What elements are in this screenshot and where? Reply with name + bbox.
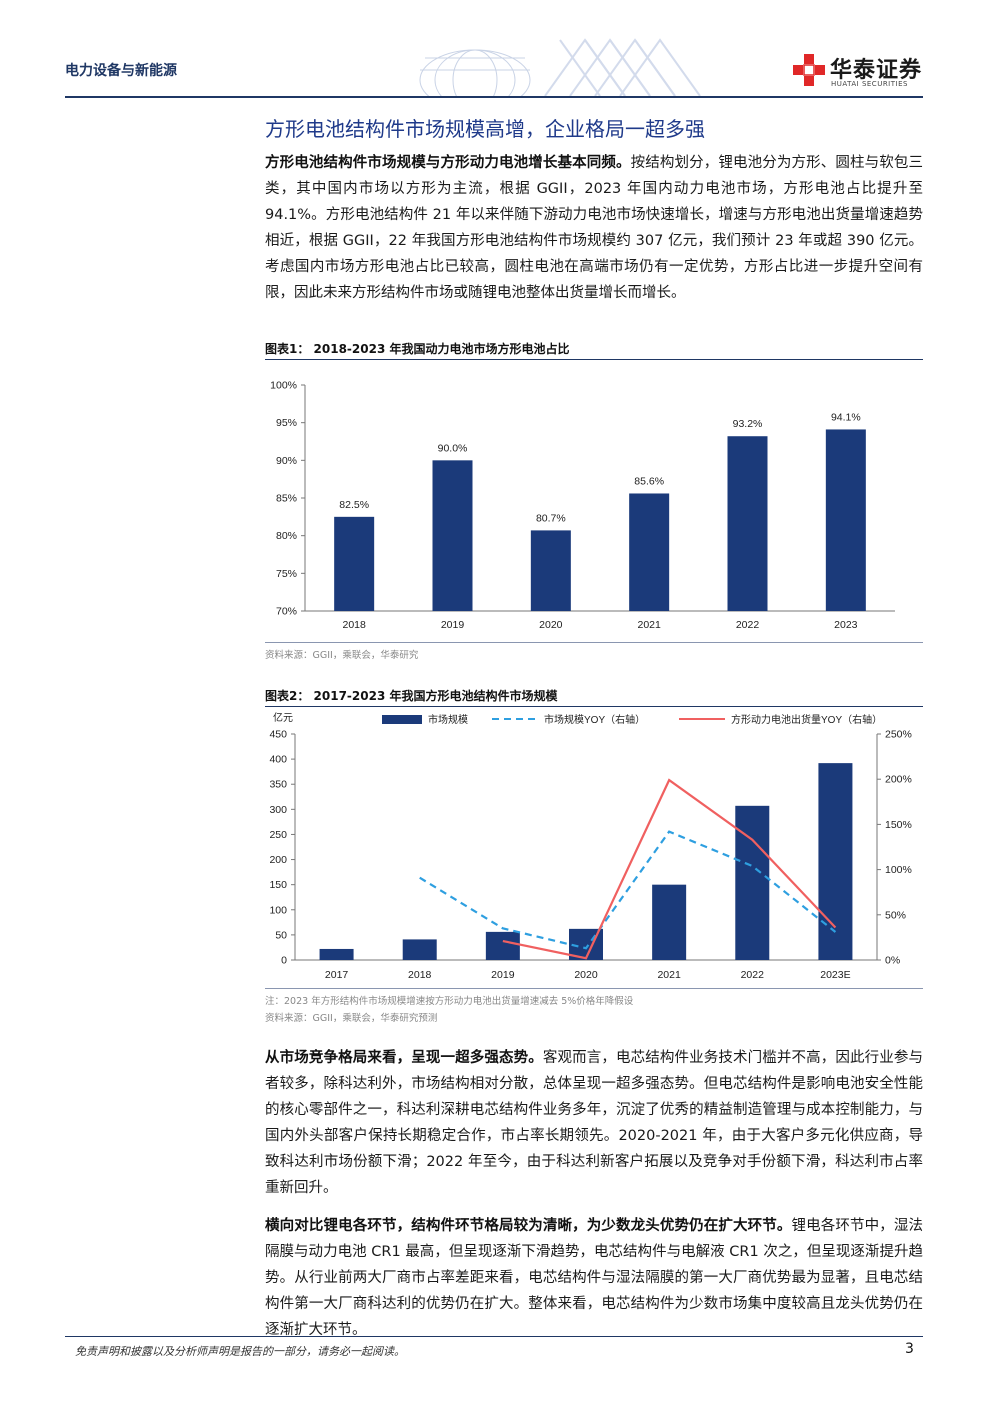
data-label: 85.6% [634,475,664,487]
page-number: 3 [905,1341,914,1357]
y-tick-label: 100% [270,380,297,392]
figure1-top-rule [265,359,923,360]
figure2-title: 图表2： 2017-2023 年我国方形电池结构件市场规模 [265,689,558,703]
bar [402,939,437,960]
paragraph-body: 锂电各环节中，湿法隔膜与动力电池 CR1 最高，但呈现逐渐下滑趋势，电芯结构件与… [265,1218,923,1338]
bar [530,530,571,611]
y2-tick-label: 50% [885,909,906,921]
legend-swatch [382,715,422,724]
paragraph-segment-comparison: 横向对比锂电各环节，结构件环节格局较为清晰，为少数龙头优势仍在扩大环节。锂电各环… [265,1213,923,1343]
section-title: 方形电池结构件市场规模高增，企业格局一超多强 [265,117,705,141]
data-label: 90.0% [438,442,468,454]
data-label: 94.1% [831,411,861,423]
legend-label: 市场规模 [428,713,468,726]
bar [652,884,687,960]
x-tick-label: 2021 [657,969,681,981]
y2-tick-label: 150% [885,819,912,831]
x-tick-label: 2020 [574,969,598,981]
legend-label: 方形动力电池出货量YOY（右轴） [731,713,882,726]
y2-tick-label: 250% [885,729,912,741]
paragraph-lead: 方形电池结构件市场规模与方形动力电池增长基本同频。 [265,155,631,171]
header-divider [65,96,923,98]
data-label: 80.7% [536,512,566,524]
battery-shipment-yoy-line [502,778,837,960]
header-decoration [419,38,701,96]
y-tick-label: 100 [269,904,287,916]
y2-tick-label: 100% [885,864,912,876]
figure1-title: 图表1： 2018-2023 年我国动力电池市场方形电池占比 [265,342,570,356]
x-tick-label: 2019 [491,969,515,981]
paragraph-market-size: 方形电池结构件市场规模与方形动力电池增长基本同频。按结构划分，锂电池分为方形、圆… [265,150,923,306]
paragraph-body: 按结构划分，锂电池分为方形、圆柱与软包三类，其中国内市场以方形为主流，根据 GG… [265,155,923,301]
bar [629,493,670,611]
y-tick-label: 80% [276,530,297,542]
figure1-source: 资料来源：GGII，乘联会，华泰研究 [265,650,419,661]
y-tick-label: 75% [276,568,297,580]
paragraph-lead: 横向对比锂电各环节，结构件环节格局较为清晰，为少数龙头优势仍在扩大环节。 [265,1218,792,1234]
bar [319,948,354,960]
figure2-bottom-rule [265,988,923,989]
figure1-chart: 70% 75% 80% 85% 90% 95% 100% 82.5% 2018 90.0% 2019… [270,380,895,631]
logo-chinese-name: 华泰证券 [830,58,923,83]
y-axis-unit-label: 亿元 [273,711,293,724]
bar [432,460,473,611]
y-tick-label: 95% [276,417,297,429]
figure1-bottom-rule [265,642,923,643]
y-tick-label: 250 [269,829,287,841]
x-tick-label: 2019 [441,619,465,631]
x-tick-label: 2017 [325,969,349,981]
x-tick-label: 2022 [741,969,765,981]
figure2-source: 资料来源：GGII，乘联会，华泰研究预测 [265,1013,438,1024]
footer-disclaimer: 免责声明和披露以及分析师声明是报告的一部分，请务必一起阅读。 [75,1345,405,1358]
figure2-note: 注：2023 年方形结构件市场规模增速按方形动力电池出货量增速减去 5%价格年降… [265,996,634,1007]
market-size-yoy-line [419,830,837,950]
huatai-logo-icon [793,54,825,86]
huatai-logo: 华泰证券 HUATAI SECURITIES [793,52,928,92]
y-tick-label: 400 [269,754,287,766]
x-tick-label: 2023 [834,619,858,631]
x-tick-label: 2022 [736,619,760,631]
header-section-name: 电力设备与新能源 [65,63,177,79]
x-tick-label: 2018 [342,619,366,631]
x-tick-label: 2021 [637,619,661,631]
y-tick-label: 85% [276,493,297,505]
bar [727,436,768,611]
y-tick-label: 200 [269,854,287,866]
figure2-top-rule [265,706,923,707]
y-tick-label: 450 [269,729,287,741]
data-label: 93.2% [733,418,763,430]
figure2-chart: 亿元 0 50 100 150 200 250 300 350 400 450 0% 50% 100% 15… [269,711,912,981]
x-tick-label: 2020 [539,619,563,631]
paragraph-lead: 从市场竞争格局来看，呈现一超多强态势。 [265,1050,543,1066]
footer-divider [65,1336,923,1337]
bar [485,931,520,960]
bar [818,763,853,960]
y-tick-label: 150 [269,879,287,891]
y-tick-label: 300 [269,804,287,816]
x-tick-label: 2018 [408,969,432,981]
y2-tick-label: 200% [885,774,912,786]
paragraph-body: 客观而言，电芯结构件业务技术门槛并不高，因此行业参与者较多，除科达利外，市场结构… [265,1050,923,1196]
bar [735,805,770,960]
bar [825,429,866,611]
paragraph-competition: 从市场竞争格局来看，呈现一超多强态势。客观而言，电芯结构件业务技术门槛并不高，因… [265,1045,923,1201]
y-tick-label: 70% [276,606,297,618]
y-tick-label: 350 [269,779,287,791]
data-label: 82.5% [339,499,369,511]
y-tick-label: 0 [281,955,287,967]
y-tick-label: 90% [276,455,297,467]
legend-label: 市场规模YOY（右轴） [544,713,645,726]
x-tick-label: 2023E [820,969,850,981]
logo-english-name: HUATAI SECURITIES [831,80,908,88]
y-tick-label: 50 [275,929,287,941]
bar [334,516,375,611]
y2-tick-label: 0% [885,955,900,967]
